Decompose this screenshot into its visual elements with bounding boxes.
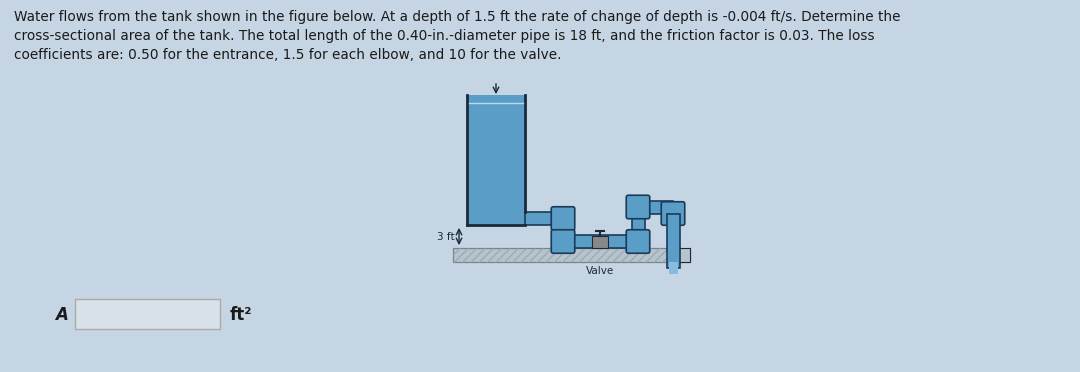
FancyBboxPatch shape xyxy=(551,230,575,253)
Text: Water flows from the tank shown in the figure below. At a depth of 1.5 ft the ra: Water flows from the tank shown in the f… xyxy=(14,10,901,24)
Text: A =: A = xyxy=(55,306,87,324)
Text: ft²: ft² xyxy=(230,306,253,324)
Text: 3 ft: 3 ft xyxy=(437,231,455,241)
Bar xyxy=(556,218,569,241)
FancyBboxPatch shape xyxy=(626,230,650,253)
Bar xyxy=(632,207,645,241)
FancyBboxPatch shape xyxy=(551,207,575,230)
Bar xyxy=(563,235,638,248)
Text: cross-sectional area of the tank. The total length of the 0.40-in.-diameter pipe: cross-sectional area of the tank. The to… xyxy=(14,29,875,43)
Bar xyxy=(75,299,220,329)
Bar xyxy=(453,248,690,262)
Bar xyxy=(669,248,690,262)
Bar xyxy=(670,247,689,263)
FancyBboxPatch shape xyxy=(661,202,685,225)
FancyBboxPatch shape xyxy=(626,195,650,219)
Bar xyxy=(453,248,690,262)
Text: Valve: Valve xyxy=(585,266,615,276)
Bar xyxy=(669,262,677,274)
Text: coefficients are: 0.50 for the entrance, 1.5 for each elbow, and 10 for the valv: coefficients are: 0.50 for the entrance,… xyxy=(14,48,562,62)
Bar xyxy=(592,235,608,247)
Bar xyxy=(525,212,563,225)
Bar xyxy=(467,95,525,225)
Bar xyxy=(666,214,679,268)
Bar xyxy=(638,201,673,214)
